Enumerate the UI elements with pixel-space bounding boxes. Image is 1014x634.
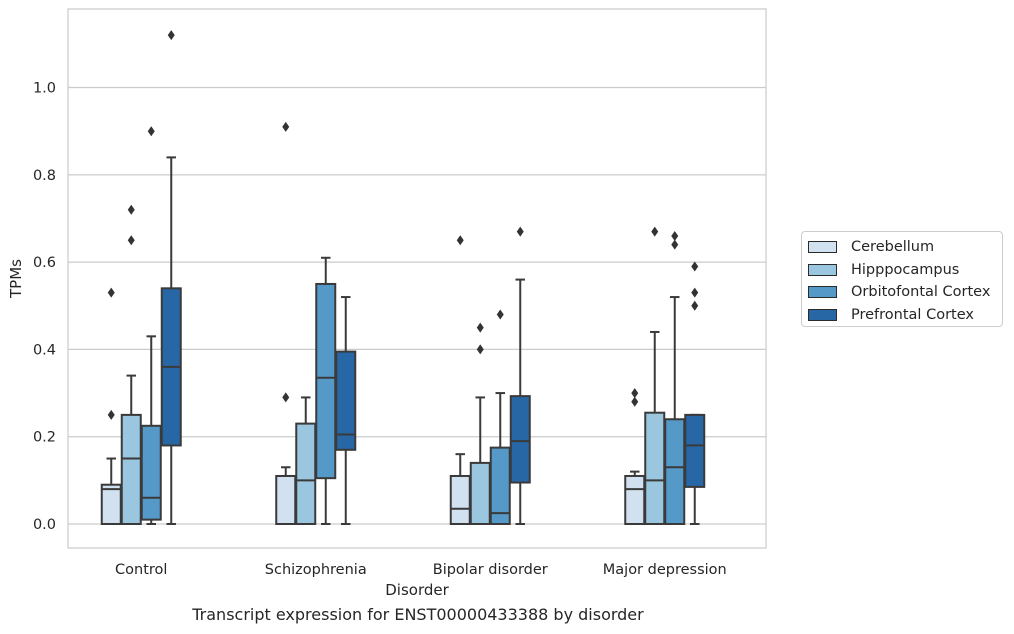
box-iqr <box>684 413 706 488</box>
box-cerebellum <box>275 121 297 525</box>
x-tick-labels: Control Schizophrenia Bipolar disorder Majo… <box>115 562 727 578</box>
legend: Cerebellum Hipppocampus Orbitofontal Corte… <box>801 231 1003 327</box>
box-iqr <box>335 350 357 451</box>
box-prefrontal-cortex <box>509 226 531 525</box>
legend-swatch <box>808 286 837 299</box>
x-tick-label: Schizophrenia <box>265 562 367 578</box>
outlier-point <box>282 121 290 132</box>
legend-swatch <box>808 241 837 254</box>
x-axis-label: Disorder <box>385 581 449 599</box>
outlier-point <box>456 235 464 246</box>
outlier-point <box>631 396 639 407</box>
box-prefrontal-cortex <box>160 30 182 525</box>
box-iqr <box>509 395 531 484</box>
box-orbitofontal-cortex <box>664 230 686 525</box>
box-orbitofontal-cortex <box>315 256 337 525</box>
outlier-point <box>651 226 659 237</box>
box-iqr <box>140 424 162 521</box>
plot-frame <box>67 8 767 549</box>
y-tick-label: 0.0 <box>33 517 56 533</box>
outlier-point <box>631 388 639 399</box>
legend-label: Prefrontal Cortex <box>851 306 974 323</box>
legend-label: Hipppocampus <box>851 261 960 278</box>
box-hipppocampus <box>644 226 666 525</box>
outlier-point <box>127 235 135 246</box>
outlier-point <box>691 287 699 298</box>
box-hipppocampus <box>295 396 317 525</box>
legend-swatch <box>808 263 837 276</box>
y-tick-label: 0.2 <box>33 430 56 446</box>
x-tick-label: Major depression <box>603 562 727 578</box>
legend-item: Orbitofontal Cortex <box>808 281 1002 304</box>
legend-item: Cerebellum <box>808 236 1002 259</box>
y-tick-label: 0.6 <box>33 255 56 271</box>
outlier-point <box>107 287 115 298</box>
outlier-point <box>671 239 679 250</box>
outlier-point <box>127 204 135 215</box>
legend-swatch <box>808 308 837 321</box>
box-hipppocampus <box>120 204 142 525</box>
box-cerebellum <box>100 287 122 525</box>
box-cerebellum <box>624 388 646 525</box>
y-axis-label: TPMs <box>7 259 25 299</box>
box-iqr <box>295 422 317 525</box>
box-iqr <box>489 446 511 525</box>
box-prefrontal-cortex <box>335 296 357 525</box>
figure-caption: Transcript expression for ENST0000043338… <box>192 605 644 624</box>
box-iqr <box>449 474 471 525</box>
x-tick-label: Bipolar disorder <box>433 562 548 578</box>
box-prefrontal-cortex <box>684 261 706 525</box>
legend-item: Prefrontal Cortex <box>808 304 1002 327</box>
box-iqr <box>469 461 491 525</box>
box-iqr <box>315 282 337 480</box>
outlier-point <box>516 226 524 237</box>
outlier-point <box>691 261 699 272</box>
box-orbitofontal-cortex <box>489 309 511 525</box>
legend-label: Cerebellum <box>851 239 935 256</box>
y-tick-label: 0.4 <box>33 342 56 358</box>
box-iqr <box>275 474 297 525</box>
box-iqr <box>624 474 646 525</box>
box-iqr <box>664 418 686 525</box>
outlier-point <box>476 344 484 355</box>
y-tick-labels: 0.0 0.2 0.4 0.6 0.8 1.0 <box>33 81 56 533</box>
box-iqr <box>120 413 142 525</box>
legend-item: Hipppocampus <box>808 259 1002 282</box>
box-orbitofontal-cortex <box>140 126 162 525</box>
outlier-point <box>476 322 484 333</box>
y-tick-label: 0.8 <box>33 168 56 184</box>
box-hipppocampus <box>469 322 491 525</box>
outlier-point <box>496 309 504 320</box>
outlier-point <box>671 230 679 241</box>
y-tick-label: 1.0 <box>33 81 56 97</box>
outlier-point <box>107 409 115 420</box>
legend-label: Orbitofontal Cortex <box>851 284 991 301</box>
outlier-point <box>167 30 175 41</box>
box-iqr <box>100 483 122 525</box>
outlier-point <box>691 300 699 311</box>
box-iqr <box>644 411 666 525</box>
outlier-point <box>282 392 290 403</box>
box-cerebellum <box>449 235 471 525</box>
box-groups <box>100 30 706 525</box>
x-tick-label: Control <box>115 562 167 578</box>
outlier-point <box>147 126 155 137</box>
